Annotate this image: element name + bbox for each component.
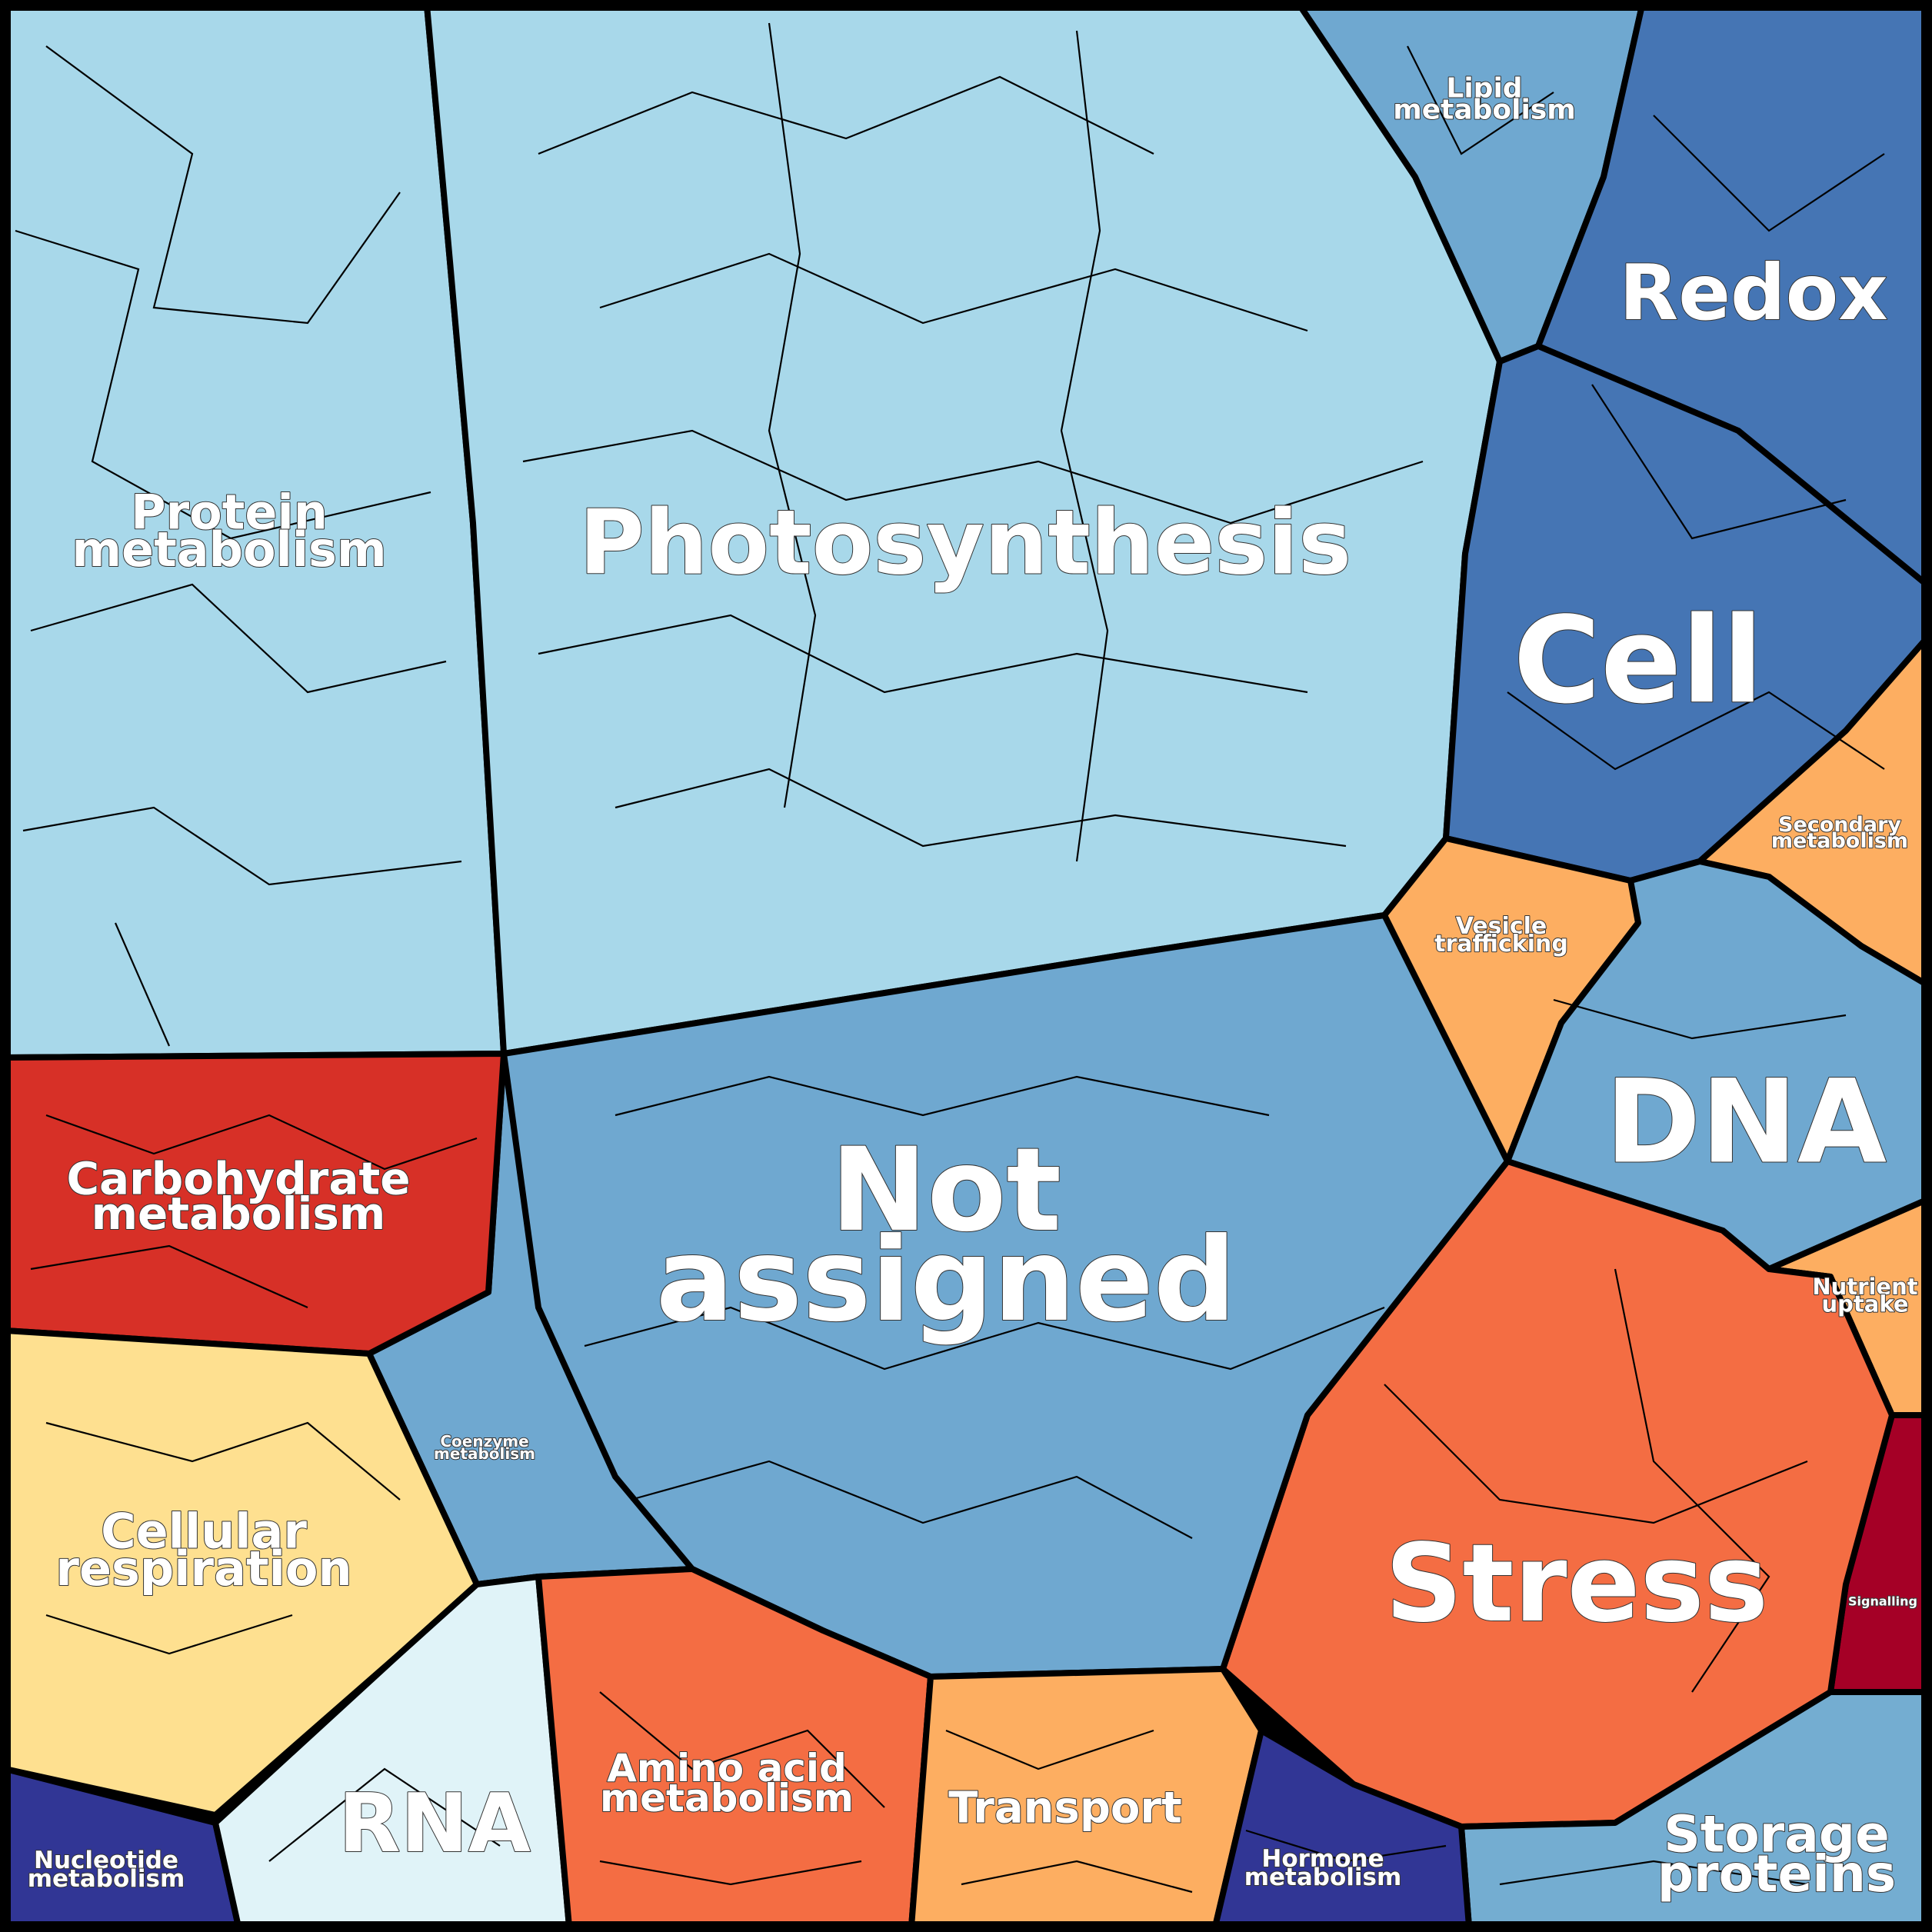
- label-line: Transport: [948, 1784, 1182, 1834]
- subcell-boundary: [599, 252, 1308, 332]
- label-line: proteins: [1657, 1844, 1896, 1904]
- subcell-boundary: [45, 45, 401, 325]
- subcell-boundary: [15, 229, 431, 540]
- label-line: metabolism: [1244, 1864, 1402, 1891]
- label-transport: Transport: [948, 1784, 1182, 1834]
- label-rna: RNA: [338, 1777, 531, 1870]
- subcell-boundary: [768, 22, 817, 808]
- subcell-boundary: [1591, 384, 1847, 540]
- label-line: metabolism: [1771, 829, 1908, 853]
- label-not-assigned: Not assigned: [656, 1124, 1236, 1347]
- label-line: Photosynthesis: [579, 491, 1351, 595]
- label-protein-metabolism: Protein metabolism: [72, 485, 386, 578]
- label-cellular-respiration: Cellular respiration: [55, 1504, 351, 1597]
- label-line: metabolism: [72, 521, 386, 578]
- subcell-boundary: [22, 806, 462, 886]
- subcell-boundary: [1245, 1829, 1447, 1863]
- label-carbohydrate-metabolism: Carbohydrate metabolism: [66, 1153, 410, 1240]
- label-line: Coenzyme: [440, 1432, 528, 1451]
- label-line: assigned: [656, 1214, 1236, 1347]
- subcell-boundary: [599, 1860, 862, 1886]
- subcell-boundary: [615, 768, 1347, 848]
- label-coenzyme-metabolism: Coenzyme metabolism: [434, 1432, 535, 1463]
- label-line: Hormone: [1261, 1845, 1384, 1873]
- label-line: Cell: [1513, 591, 1763, 730]
- label-line: Vesicle: [1456, 913, 1547, 940]
- label-signalling: Signalling: [1848, 1594, 1917, 1609]
- subcell-boundary: [538, 614, 1308, 694]
- label-hormone-metabolism: Hormone metabolism: [1244, 1845, 1402, 1891]
- label-line: Carbohydrate: [66, 1153, 410, 1205]
- label-line: Amino acid: [607, 1746, 847, 1790]
- subcell-boundary: [1553, 998, 1847, 1040]
- label-line: DNA: [1605, 1056, 1887, 1190]
- subcell-boundary: [45, 1614, 293, 1655]
- label-line: metabolism: [1393, 95, 1576, 126]
- subcell-boundary: [584, 1306, 1385, 1371]
- label-line: RNA: [338, 1777, 531, 1870]
- subcell-boundary: [615, 1075, 1270, 1117]
- label-line: Cellular: [101, 1504, 307, 1560]
- label-line: Redox: [1619, 248, 1888, 338]
- label-photosynthesis: Photosynthesis: [579, 491, 1351, 595]
- subcell-boundary: [945, 1729, 1154, 1770]
- subcell-boundary: [45, 1114, 478, 1171]
- subcell-boundary: [522, 429, 1424, 525]
- label-vesicle-trafficking: Vesicle trafficking: [1434, 913, 1568, 958]
- subcell-boundary: [538, 75, 1154, 155]
- label-stress: Stress: [1385, 1521, 1768, 1647]
- label-line: Nucleotide: [34, 1847, 178, 1874]
- region-hormone-metabolism: [1212, 1727, 1472, 1930]
- label-line: Protein: [131, 485, 328, 541]
- subcell-boundary: [1614, 1268, 1770, 1693]
- label-amino-acid-metabolism: Amino acid metabolism: [600, 1746, 854, 1820]
- subcell-boundary: [1060, 30, 1109, 862]
- label-line: metabolism: [434, 1444, 535, 1463]
- label-nutrient-uptake: Nutrient uptake: [1812, 1274, 1917, 1317]
- label-line: uptake: [1821, 1291, 1908, 1317]
- label-lipid-metabolism: Lipid metabolism: [1393, 73, 1576, 126]
- subcell-boundary: [30, 1244, 308, 1309]
- label-line: Nutrient: [1812, 1274, 1917, 1300]
- label-line: Signalling: [1848, 1594, 1917, 1609]
- label-redox: Redox: [1619, 248, 1888, 338]
- label-secondary-metabolism: Secondary metabolism: [1771, 813, 1908, 853]
- label-nucleotide-metabolism: Nucleotide metabolism: [28, 1847, 185, 1893]
- subcell-boundary: [45, 1421, 401, 1501]
- subcell-boundary: [630, 1460, 1193, 1539]
- label-line: respiration: [55, 1541, 351, 1597]
- label-line: Stress: [1385, 1521, 1768, 1647]
- subcell-boundary: [1499, 1860, 1808, 1886]
- label-line: Secondary: [1778, 813, 1901, 837]
- label-dna: DNA: [1605, 1056, 1887, 1190]
- label-line: metabolism: [28, 1865, 185, 1893]
- label-line: Storage: [1664, 1804, 1890, 1864]
- label-line: metabolism: [92, 1188, 386, 1240]
- label-line: Not: [831, 1124, 1061, 1257]
- label-storage-proteins: Storage proteins: [1657, 1804, 1896, 1903]
- subcell-boundary: [30, 583, 447, 694]
- label-cell: Cell: [1513, 591, 1763, 730]
- subcell-boundary: [1407, 45, 1554, 155]
- label-line: Lipid: [1446, 73, 1522, 105]
- subcell-boundary: [114, 922, 171, 1047]
- subcell-boundary: [1653, 115, 1885, 232]
- label-line: trafficking: [1434, 931, 1568, 958]
- subcell-boundary: [1507, 691, 1885, 771]
- label-line: metabolism: [600, 1776, 854, 1820]
- subcell-lines: [15, 22, 1885, 1894]
- subcell-boundary: [268, 1767, 501, 1862]
- subcell-boundary: [1384, 1384, 1808, 1524]
- subcell-boundary: [599, 1691, 885, 1808]
- subcell-boundary: [961, 1860, 1193, 1894]
